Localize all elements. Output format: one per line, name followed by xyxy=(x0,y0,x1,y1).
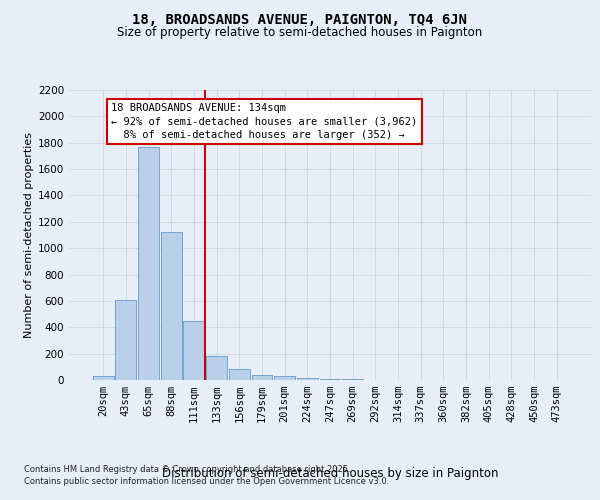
Text: 18 BROADSANDS AVENUE: 134sqm
← 92% of semi-detached houses are smaller (3,962)
 : 18 BROADSANDS AVENUE: 134sqm ← 92% of se… xyxy=(111,103,418,140)
Text: Contains public sector information licensed under the Open Government Licence v3: Contains public sector information licen… xyxy=(24,477,389,486)
X-axis label: Distribution of semi-detached houses by size in Paignton: Distribution of semi-detached houses by … xyxy=(162,467,498,480)
Bar xyxy=(93,376,113,380)
Text: Contains HM Land Registry data © Crown copyright and database right 2025.: Contains HM Land Registry data © Crown c… xyxy=(24,466,350,474)
Bar xyxy=(184,320,205,380)
Bar xyxy=(206,356,227,380)
Bar xyxy=(229,370,250,380)
Bar xyxy=(161,232,182,380)
Bar xyxy=(115,300,136,380)
Bar xyxy=(138,146,159,380)
Bar xyxy=(297,378,318,380)
Bar xyxy=(274,376,295,380)
Bar xyxy=(251,376,272,380)
Text: Size of property relative to semi-detached houses in Paignton: Size of property relative to semi-detach… xyxy=(118,26,482,39)
Text: 18, BROADSANDS AVENUE, PAIGNTON, TQ4 6JN: 18, BROADSANDS AVENUE, PAIGNTON, TQ4 6JN xyxy=(133,12,467,26)
Bar xyxy=(320,378,340,380)
Y-axis label: Number of semi-detached properties: Number of semi-detached properties xyxy=(24,132,34,338)
